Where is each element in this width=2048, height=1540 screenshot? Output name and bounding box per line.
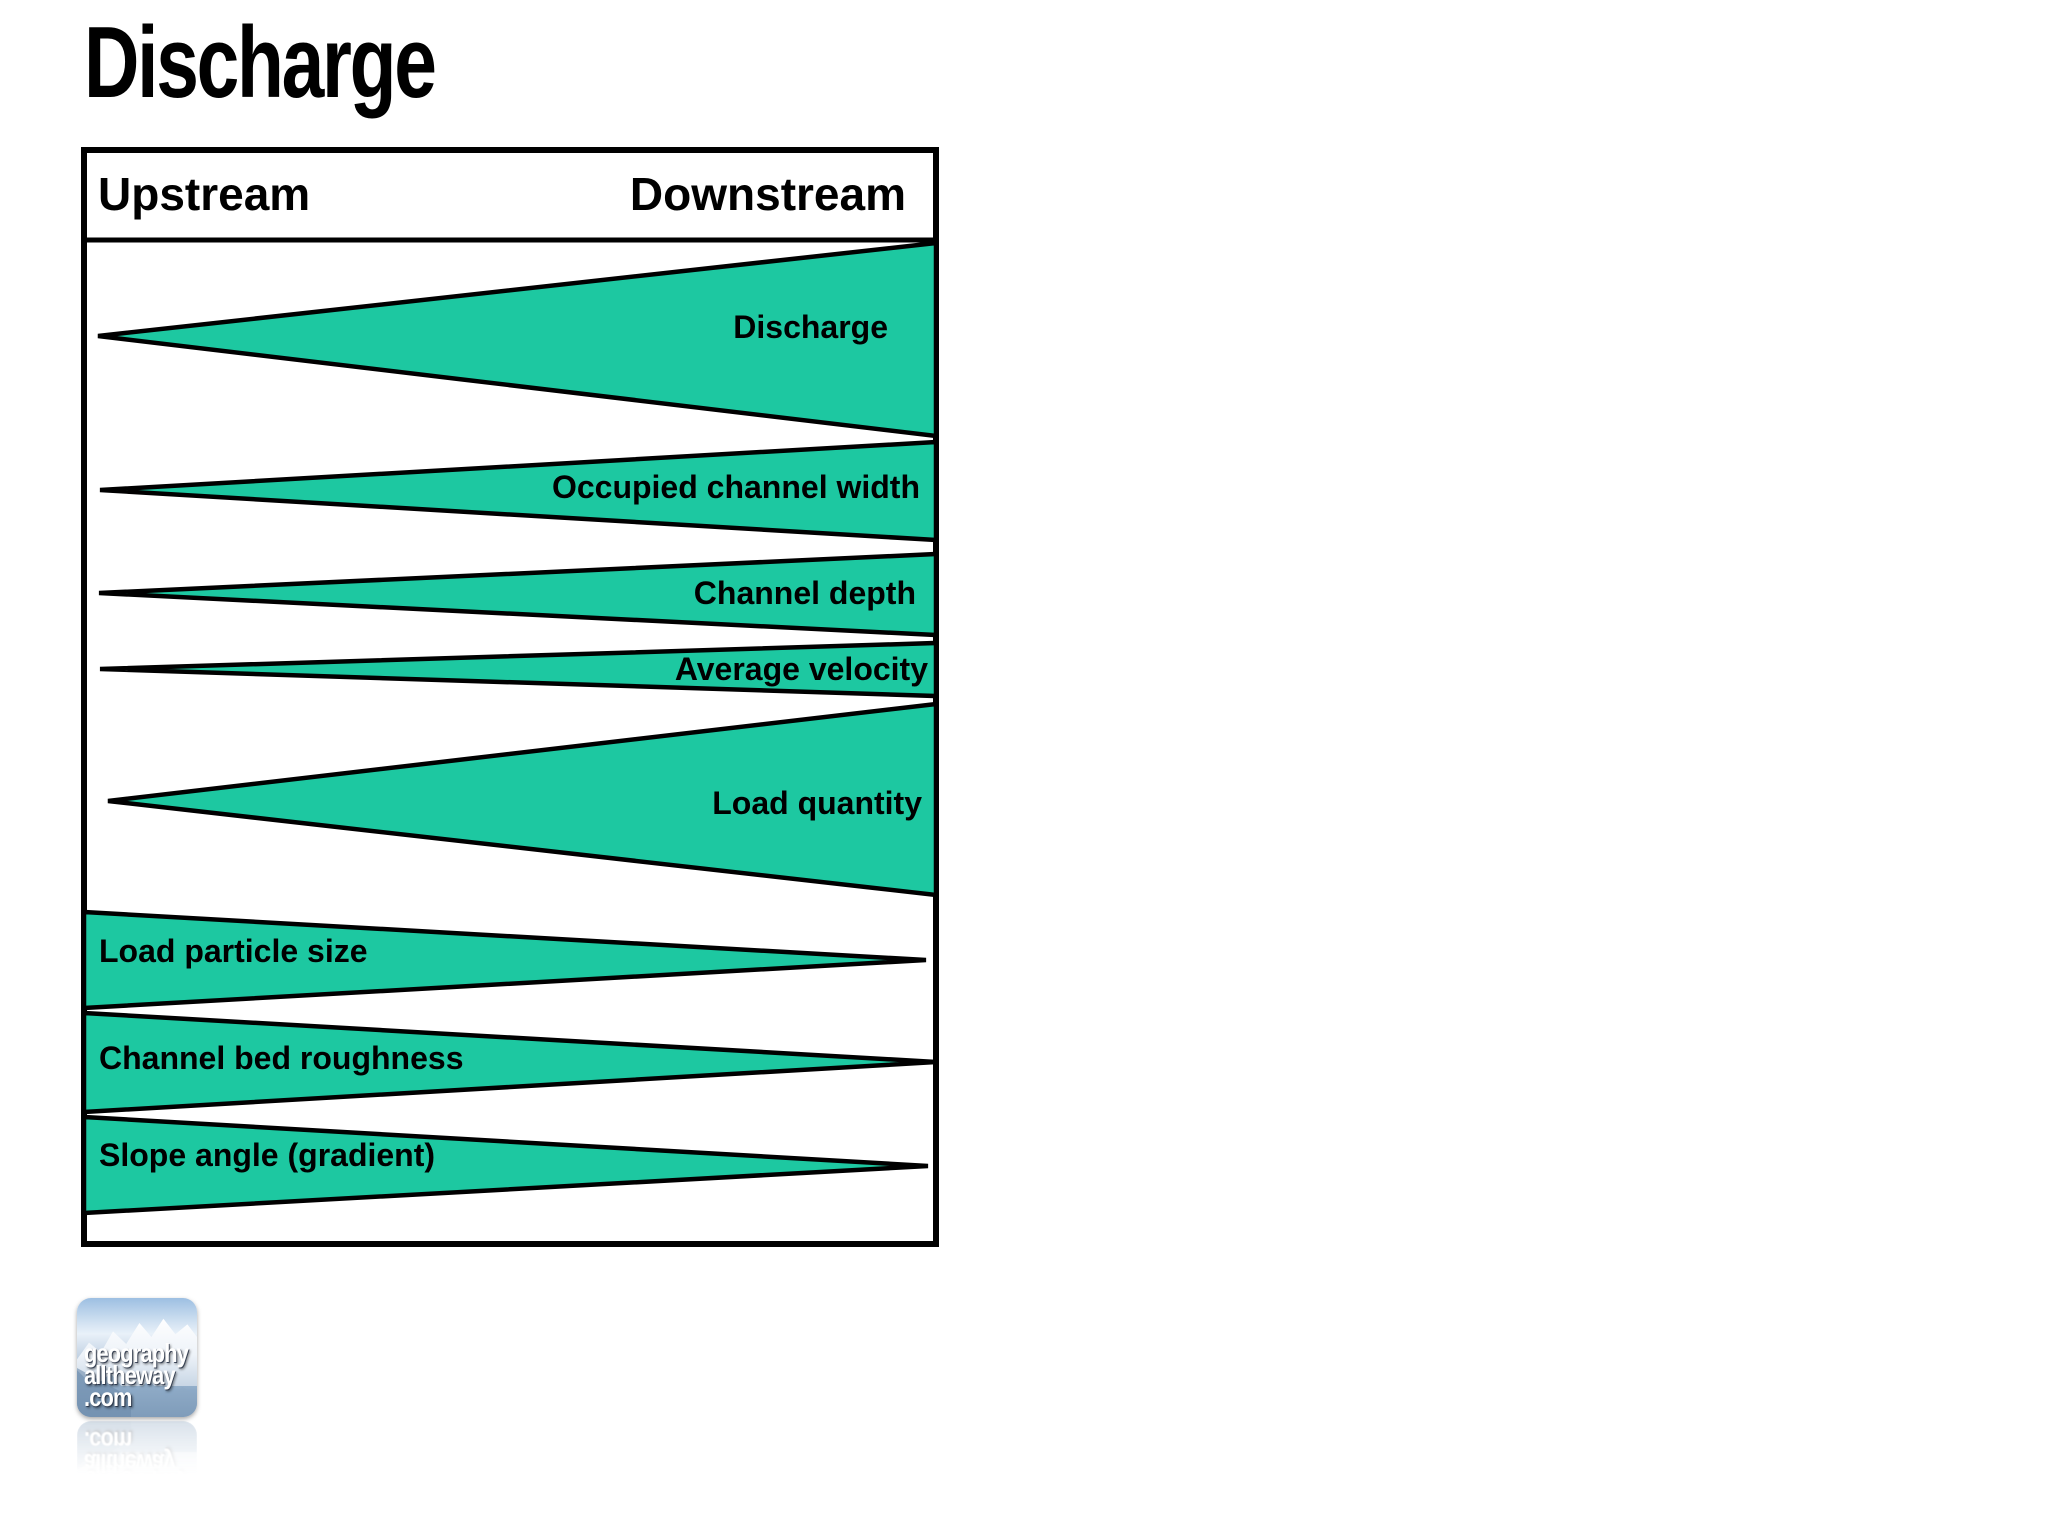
logo: geography alltheway .com bbox=[77, 1298, 197, 1417]
wedges-group: Discharge Occupied channel width Channel d… bbox=[81, 240, 939, 1216]
wedge-label-load-particle-size: Load particle size bbox=[99, 933, 368, 969]
wedge-discharge bbox=[97, 240, 939, 439]
wedge-label-discharge: Discharge bbox=[733, 309, 888, 345]
slide-canvas: { "page": { "title": "Discharge" }, "dia… bbox=[77, 7, 939, 1540]
logo-reflection: geography alltheway .com bbox=[77, 1421, 197, 1540]
wedge-label-average-velocity: Average velocity bbox=[675, 651, 928, 687]
wedge-label-load-quantity: Load quantity bbox=[712, 785, 922, 821]
wedge-load-quantity bbox=[107, 701, 939, 898]
wedge-channel-bed-roughness bbox=[81, 1010, 937, 1115]
logo-line-3: .com bbox=[84, 1382, 132, 1412]
wedge-label-slope-angle-gradient: Slope angle (gradient) bbox=[99, 1137, 435, 1173]
wedge-label-channel-depth: Channel depth bbox=[694, 575, 916, 611]
wedge-slope-angle-gradient bbox=[81, 1114, 929, 1216]
logo-line-2: alltheway bbox=[84, 1360, 176, 1390]
wedge-label-occupied-channel-width: Occupied channel width bbox=[552, 469, 920, 505]
logo-line-2-reflection: alltheway bbox=[84, 1448, 175, 1478]
wedge-label-channel-bed-roughness: Channel bed roughness bbox=[99, 1040, 463, 1076]
logo-text-reflection: geography alltheway .com bbox=[84, 1426, 189, 1500]
wedge-occupied-channel-width bbox=[99, 439, 939, 543]
logo-line-3-reflection: .com bbox=[84, 1426, 132, 1456]
bradshaw-model-diagram: Discharge Occupied channel width Channel d… bbox=[81, 147, 939, 1247]
wedge-average-velocity bbox=[99, 640, 939, 699]
logo-line-1: geography bbox=[84, 1338, 189, 1368]
logo-text: geography alltheway .com bbox=[84, 1338, 189, 1412]
page-title: Discharge bbox=[84, 7, 437, 119]
wedge-load-particle-size bbox=[81, 909, 927, 1011]
logo-line-1-reflection: geography bbox=[84, 1470, 189, 1500]
wedge-channel-depth bbox=[98, 551, 939, 638]
